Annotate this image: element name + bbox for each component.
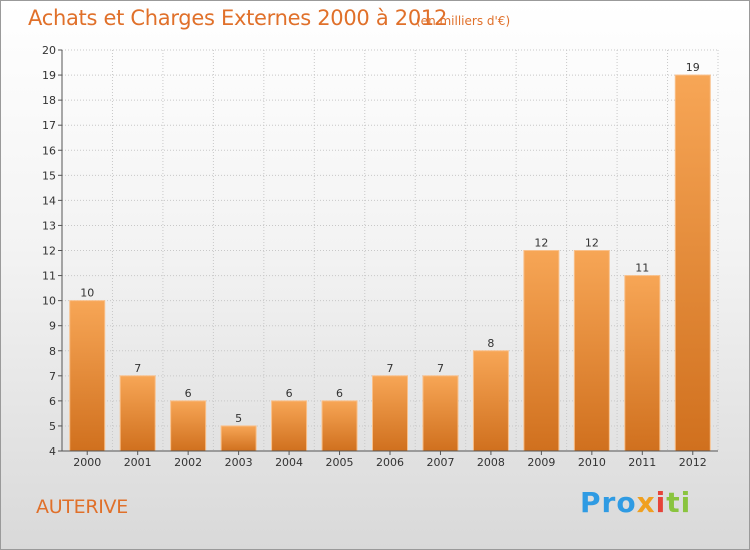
bar [69, 300, 106, 452]
x-tick-label: 2004 [275, 456, 303, 469]
y-tick-label: 16 [42, 144, 56, 157]
bar [674, 74, 711, 452]
x-tick-label: 2010 [578, 456, 606, 469]
bar [624, 275, 661, 452]
brand-part-3: i [655, 486, 667, 519]
brand-part-2: x [636, 486, 656, 519]
y-tick-label: 8 [49, 345, 56, 358]
brand-part-1: Pro [580, 486, 637, 519]
data-label: 8 [487, 337, 494, 350]
brand-part-4: ti [666, 486, 692, 519]
bar [119, 375, 156, 452]
y-tick-label: 11 [42, 270, 56, 283]
y-tick-label: 19 [42, 69, 56, 82]
chart-unit-label: (en milliers d'€) [416, 14, 511, 28]
x-tick-label: 2012 [679, 456, 707, 469]
y-tick-label: 10 [42, 295, 56, 308]
y-tick-label: 15 [42, 169, 56, 182]
chart-title: Achats et Charges Externes 2000 à 2012 [28, 6, 448, 30]
data-label: 7 [134, 362, 141, 375]
data-label: 6 [286, 387, 293, 400]
data-label: 11 [635, 262, 649, 275]
axis-layer: 4 5 6 7 8 9 10 11 12 13 14 15 16 17 18 19 20 2000 2001 2002… [42, 44, 718, 469]
y-tick-label: 6 [49, 395, 56, 408]
x-tick-label: 2011 [628, 456, 656, 469]
bar [271, 400, 308, 452]
x-tick-label: 2001 [124, 456, 152, 469]
y-tick-label: 7 [49, 370, 56, 383]
y-tick-label: 9 [49, 320, 56, 333]
bar [220, 425, 257, 452]
bar [472, 350, 509, 452]
y-tick-label: 5 [49, 420, 56, 433]
bar-layer: 10 7 6 5 6 6 7 7 8 12 12 11 19 [69, 61, 711, 452]
y-tick-label: 12 [42, 245, 56, 258]
data-label: 7 [387, 362, 394, 375]
data-label: 10 [80, 287, 94, 300]
x-tick-label: 2009 [527, 456, 555, 469]
bar [422, 375, 459, 452]
x-tick-label: 2008 [477, 456, 505, 469]
x-tick-label: 2007 [426, 456, 454, 469]
data-label: 19 [686, 61, 700, 74]
data-label: 7 [437, 362, 444, 375]
x-tick-label: 2005 [326, 456, 354, 469]
x-tick-label: 2000 [73, 456, 101, 469]
location-label: AUTERIVE [36, 496, 128, 518]
bar [573, 250, 610, 452]
y-tick-label: 20 [42, 44, 56, 57]
y-tick-label: 18 [42, 94, 56, 107]
data-label: 5 [235, 412, 242, 425]
bar [321, 400, 358, 452]
bar [523, 250, 560, 452]
x-tick-label: 2002 [174, 456, 202, 469]
y-tick-label: 4 [49, 445, 56, 458]
x-tick-label: 2006 [376, 456, 404, 469]
x-tick-label: 2003 [225, 456, 253, 469]
bar [170, 400, 207, 452]
y-tick-label: 17 [42, 119, 56, 132]
bar [372, 375, 408, 452]
data-label: 6 [336, 387, 343, 400]
y-tick-label: 13 [42, 219, 56, 232]
data-label: 6 [185, 387, 192, 400]
y-tick-label: 14 [42, 194, 56, 207]
data-label: 12 [585, 237, 599, 250]
data-label: 12 [534, 237, 548, 250]
brand-logo: Proxiti [580, 486, 691, 519]
